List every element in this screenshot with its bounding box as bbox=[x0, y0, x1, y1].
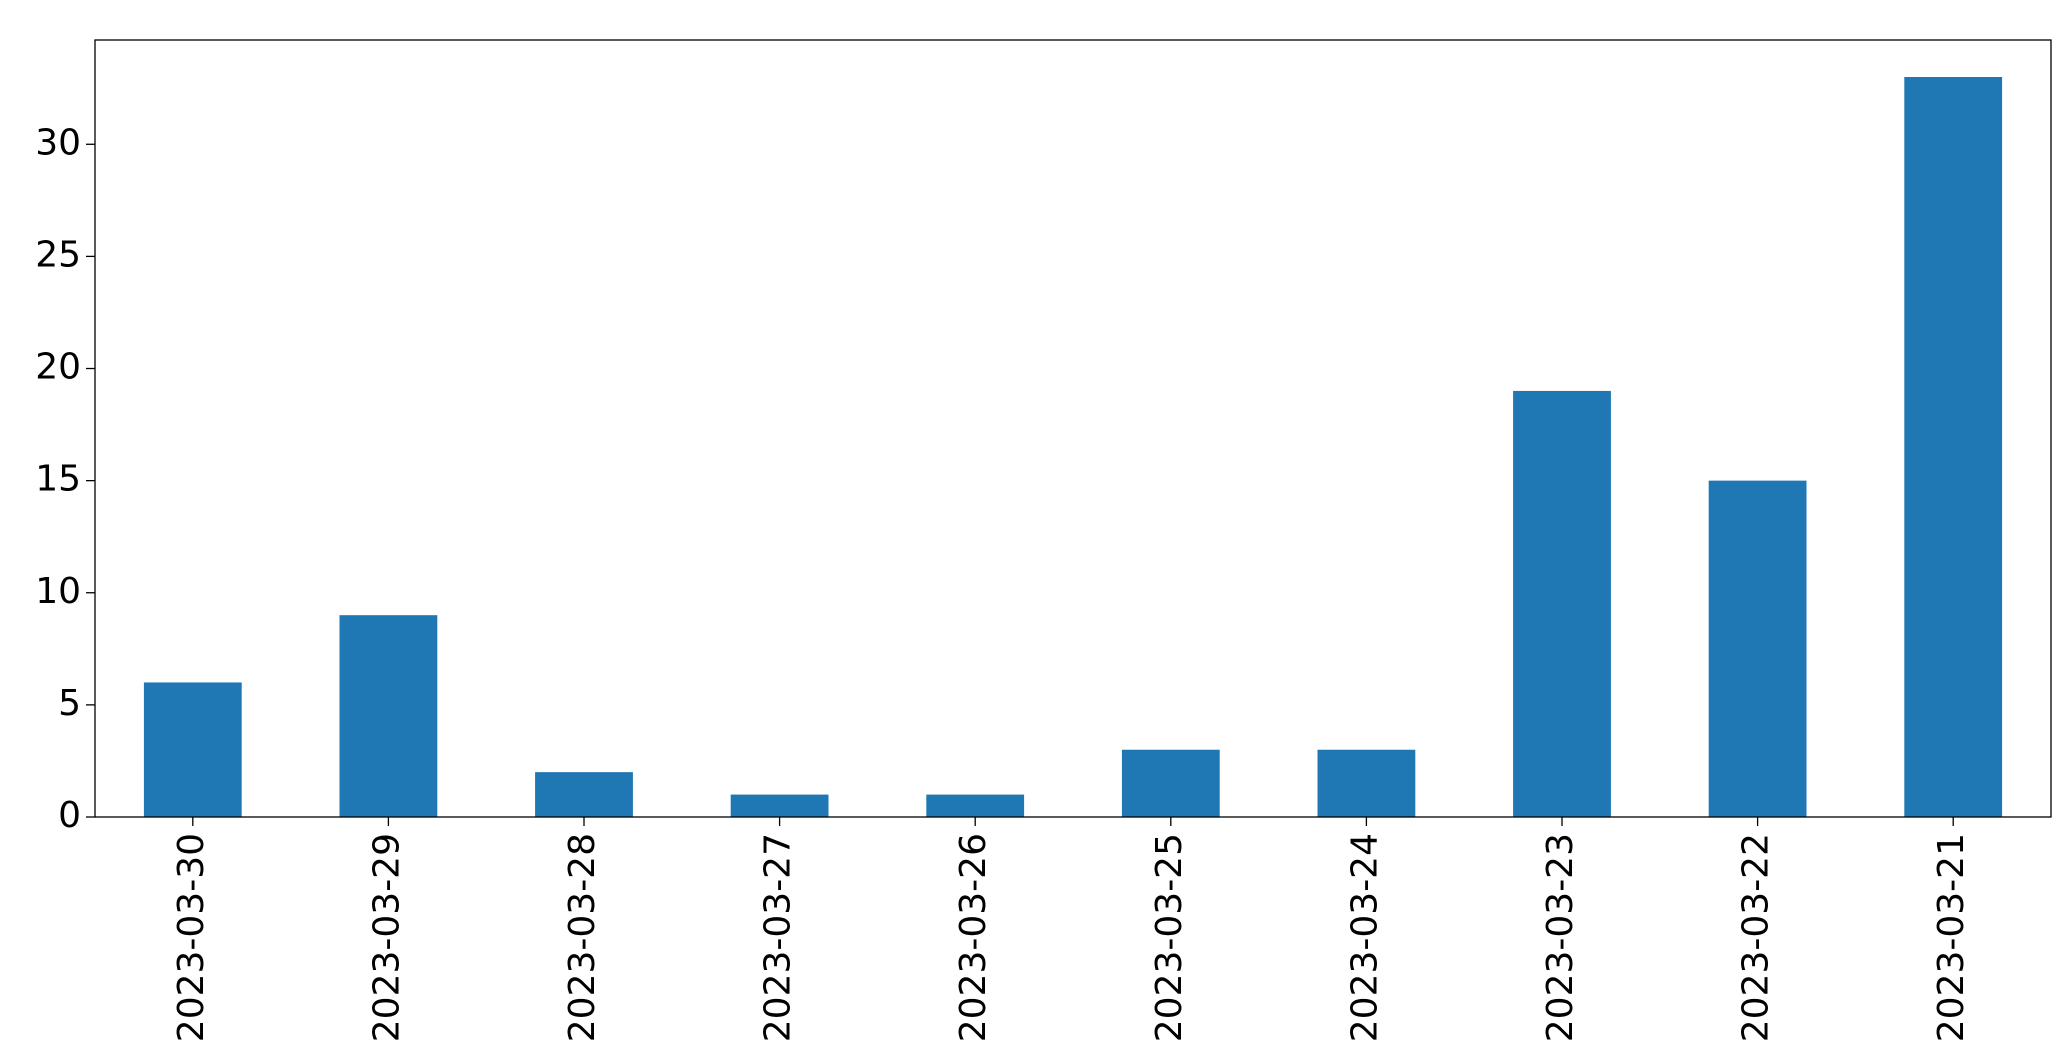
y-tick-label: 20 bbox=[35, 347, 81, 388]
bar bbox=[535, 772, 633, 817]
x-tick-label: 2023-03-24 bbox=[1344, 833, 1385, 1042]
x-tick-label: 2023-03-27 bbox=[758, 833, 799, 1042]
bar bbox=[1317, 749, 1416, 817]
y-tick-label: 25 bbox=[35, 234, 81, 275]
y-tick-label: 5 bbox=[58, 683, 81, 724]
y-tick-label: 0 bbox=[58, 795, 81, 836]
x-tick-label: 2023-03-28 bbox=[562, 833, 603, 1042]
x-tick-label: 2023-03-25 bbox=[1149, 833, 1190, 1042]
y-tick-label: 10 bbox=[35, 571, 81, 612]
bar bbox=[730, 794, 829, 817]
y-tick-label: 30 bbox=[35, 122, 81, 163]
x-tick-label: 2023-03-29 bbox=[366, 833, 407, 1042]
y-tick-label: 15 bbox=[35, 459, 81, 500]
x-tick-label: 2023-03-30 bbox=[171, 833, 212, 1042]
bar bbox=[1513, 390, 1611, 817]
bar bbox=[1708, 480, 1807, 817]
bar bbox=[926, 794, 1025, 817]
bar bbox=[1904, 77, 2003, 817]
x-tick-label: 2023-03-26 bbox=[953, 833, 994, 1042]
axes-frame bbox=[94, 39, 2052, 818]
x-tick-label: 2023-03-21 bbox=[1931, 833, 1972, 1042]
bar bbox=[339, 615, 438, 817]
x-tick-label: 2023-03-23 bbox=[1540, 833, 1581, 1042]
bar bbox=[143, 682, 242, 817]
bar bbox=[1121, 749, 1220, 817]
x-tick-label: 2023-03-22 bbox=[1736, 833, 1777, 1042]
